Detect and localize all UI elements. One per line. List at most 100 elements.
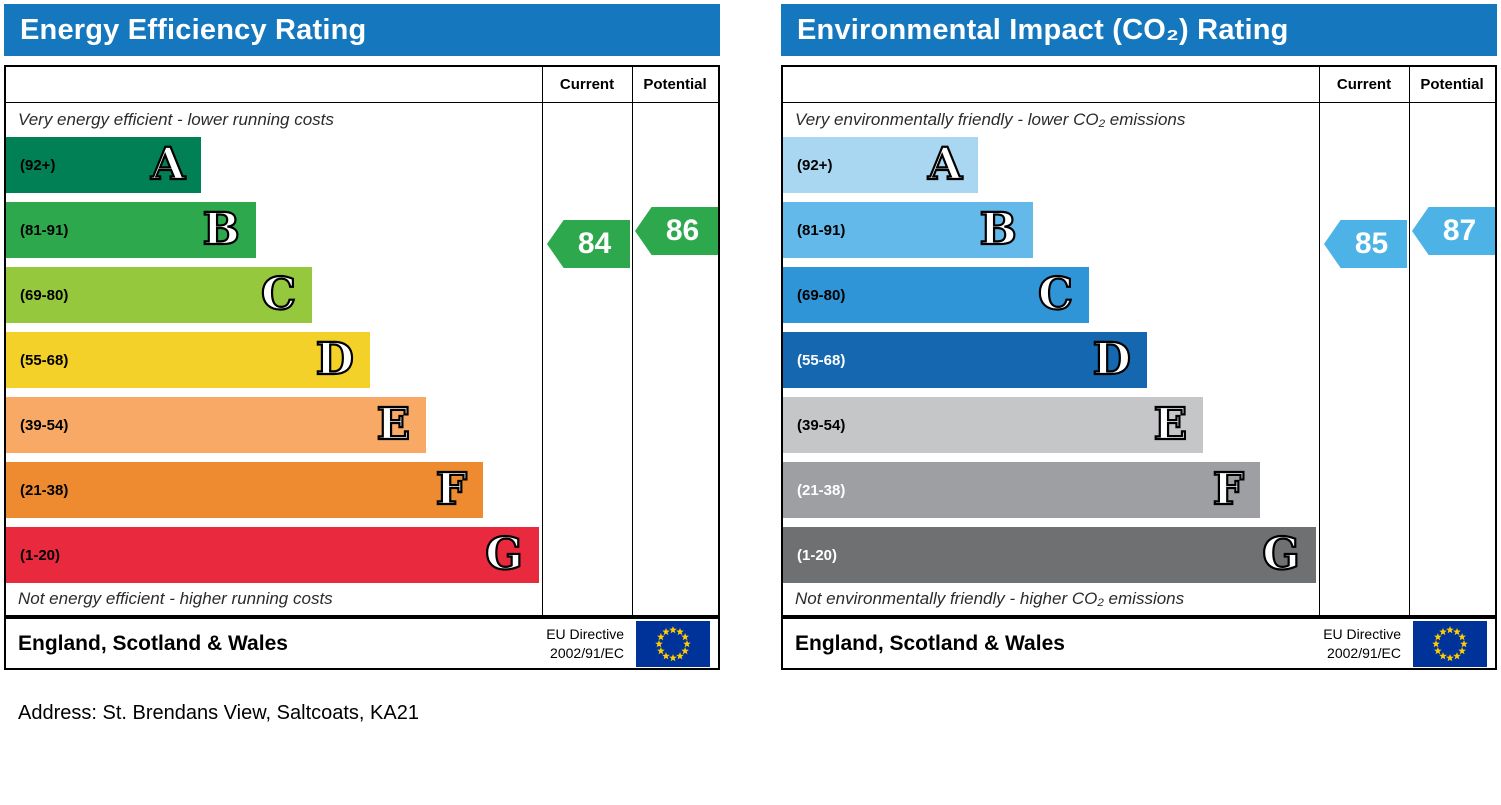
band-row-c: (69-80) C bbox=[6, 267, 542, 323]
band-range-label: (81-91) bbox=[797, 221, 846, 239]
potential-rating-arrow: 87 bbox=[1412, 207, 1495, 255]
band-range-label: (69-80) bbox=[797, 286, 846, 304]
band-row-g: (1-20) G bbox=[6, 527, 542, 583]
chart-footer: England, Scotland & Wales EU Directive 2… bbox=[4, 617, 720, 670]
potential-column-header: Potential bbox=[643, 76, 707, 93]
band-range-label: (21-38) bbox=[20, 481, 69, 499]
band-bar-e: (39-54) E bbox=[6, 397, 427, 453]
top-caption: Very energy efficient - lower running co… bbox=[18, 110, 334, 129]
band-letter: F bbox=[1212, 464, 1245, 515]
potential-rating-value: 86 bbox=[665, 214, 700, 247]
band-row-d: (55-68) D bbox=[783, 332, 1319, 388]
band-range-label: (39-54) bbox=[797, 416, 846, 434]
band-bar-e: (39-54) E bbox=[783, 397, 1204, 453]
potential-rating-value: 87 bbox=[1442, 214, 1477, 247]
band-range-label: (55-68) bbox=[20, 351, 69, 369]
band-range-label: (55-68) bbox=[797, 351, 846, 369]
band-letter: A bbox=[150, 139, 186, 190]
top-caption: Very environmentally friendly - lower CO… bbox=[795, 110, 1186, 129]
band-range-label: (92+) bbox=[20, 156, 56, 174]
rating-bands: (92+) A (81-91) B (69-80) C (55-68) D (39-54) E (2… bbox=[6, 137, 542, 583]
band-letter: C bbox=[1037, 269, 1074, 320]
region-label: England, Scotland & Wales bbox=[795, 631, 1065, 655]
eu-directive-line1: EU Directive bbox=[1323, 626, 1401, 643]
column-header-row: Current Potential bbox=[783, 67, 1495, 103]
band-row-e: (39-54) E bbox=[6, 397, 542, 453]
band-letter: E bbox=[376, 399, 412, 450]
band-letter: G bbox=[484, 529, 524, 580]
current-column-header: Current bbox=[559, 76, 615, 93]
chart-title: Energy Efficiency Rating bbox=[20, 13, 367, 46]
band-letter: D bbox=[315, 334, 355, 385]
band-range-label: (1-20) bbox=[797, 546, 838, 564]
current-column-header: Current bbox=[1336, 76, 1392, 93]
band-row-g: (1-20) G bbox=[783, 527, 1319, 583]
current-rating-value: 84 bbox=[577, 227, 612, 260]
eu-directive-line2: 2002/91/EC bbox=[550, 644, 624, 661]
band-row-a: (92+) A bbox=[6, 137, 542, 193]
band-letter: E bbox=[1153, 399, 1189, 450]
band-letter: F bbox=[435, 464, 468, 515]
band-bar-g: (1-20) G bbox=[783, 527, 1316, 583]
column-divider bbox=[1409, 67, 1410, 615]
band-bar-g: (1-20) G bbox=[6, 527, 539, 583]
band-bar-a: (92+) A bbox=[783, 137, 979, 193]
band-range-label: (1-20) bbox=[20, 546, 61, 564]
chart-title: Environmental Impact (CO₂) Rating bbox=[797, 13, 1289, 46]
band-bar-c: (69-80) C bbox=[6, 267, 313, 323]
eu-directive-line1: EU Directive bbox=[546, 626, 624, 643]
band-row-e: (39-54) E bbox=[783, 397, 1319, 453]
band-row-b: (81-91) B bbox=[6, 202, 542, 258]
band-letter: B bbox=[978, 204, 1017, 255]
band-letter: G bbox=[1261, 529, 1301, 580]
chart-footer: England, Scotland & Wales EU Directive 2… bbox=[781, 617, 1497, 670]
band-letter: C bbox=[260, 269, 297, 320]
potential-rating-arrow: 86 bbox=[635, 207, 718, 255]
band-letter: D bbox=[1092, 334, 1132, 385]
band-range-label: (69-80) bbox=[20, 286, 69, 304]
eu-flag-icon bbox=[636, 620, 710, 667]
eu-directive-label: EU Directive 2002/91/EC bbox=[546, 625, 624, 661]
chart-title-bar: Energy Efficiency Rating bbox=[4, 4, 720, 56]
energy-efficiency-rating-chart: Energy Efficiency Rating Current Potenti… bbox=[4, 4, 720, 670]
band-row-d: (55-68) D bbox=[6, 332, 542, 388]
chart-body: Current Potential Very energy efficient … bbox=[4, 65, 720, 617]
current-rating-value: 85 bbox=[1354, 227, 1389, 260]
column-header-row: Current Potential bbox=[6, 67, 718, 103]
band-row-a: (92+) A bbox=[783, 137, 1319, 193]
potential-column-header: Potential bbox=[1420, 76, 1484, 93]
property-address: Address: St. Brendans View, Saltcoats, K… bbox=[18, 702, 419, 724]
column-divider bbox=[1319, 67, 1320, 615]
band-row-f: (21-38) F bbox=[783, 462, 1319, 518]
bottom-caption: Not environmentally friendly - higher CO… bbox=[795, 589, 1185, 608]
band-row-c: (69-80) C bbox=[783, 267, 1319, 323]
band-range-label: (39-54) bbox=[20, 416, 69, 434]
column-divider bbox=[632, 67, 633, 615]
eu-directive-line2: 2002/91/EC bbox=[1327, 644, 1401, 661]
eu-flag-icon bbox=[1413, 620, 1487, 667]
chart-title-bar: Environmental Impact (CO₂) Rating bbox=[781, 4, 1497, 56]
band-range-label: (21-38) bbox=[797, 481, 846, 499]
band-letter: B bbox=[201, 204, 240, 255]
column-divider bbox=[542, 67, 543, 615]
bottom-caption: Not energy efficient - higher running co… bbox=[18, 589, 333, 608]
region-label: England, Scotland & Wales bbox=[18, 631, 288, 655]
band-letter: A bbox=[927, 139, 963, 190]
eu-directive-label: EU Directive 2002/91/EC bbox=[1323, 625, 1401, 661]
band-row-f: (21-38) F bbox=[6, 462, 542, 518]
rating-bands: (92+) A (81-91) B (69-80) C (55-68) D (39-54) E (2… bbox=[783, 137, 1319, 583]
band-bar-d: (55-68) D bbox=[6, 332, 370, 388]
environmental-impact-rating-chart: Environmental Impact (CO₂) Rating Curren… bbox=[781, 4, 1497, 670]
band-bar-f: (21-38) F bbox=[6, 462, 484, 518]
band-bar-b: (81-91) B bbox=[783, 202, 1033, 258]
band-row-b: (81-91) B bbox=[783, 202, 1319, 258]
band-range-label: (81-91) bbox=[20, 221, 69, 239]
band-range-label: (92+) bbox=[797, 156, 833, 174]
chart-body: Current Potential Very environmentally f… bbox=[781, 65, 1497, 617]
band-bar-d: (55-68) D bbox=[783, 332, 1147, 388]
band-bar-b: (81-91) B bbox=[6, 202, 256, 258]
current-rating-arrow: 84 bbox=[547, 220, 630, 268]
band-bar-c: (69-80) C bbox=[783, 267, 1090, 323]
band-bar-a: (92+) A bbox=[6, 137, 202, 193]
